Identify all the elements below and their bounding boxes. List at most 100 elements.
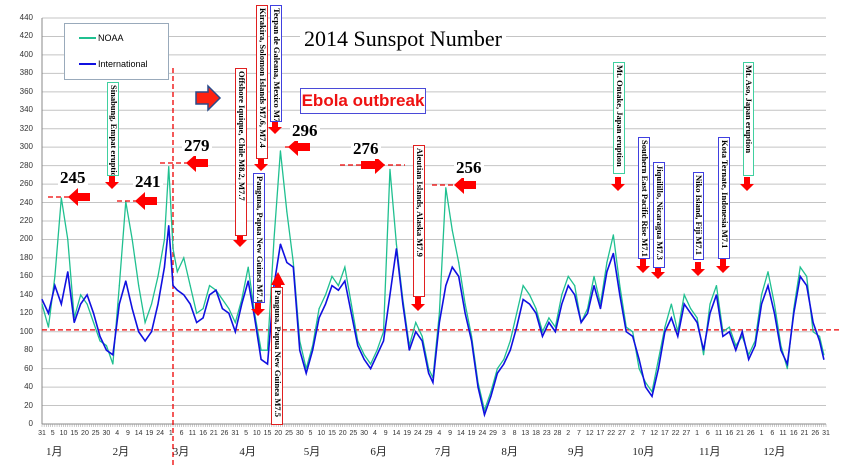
data-point bbox=[118, 303, 120, 305]
data-point bbox=[196, 312, 198, 314]
data-point bbox=[292, 261, 294, 264]
x-tick-label: 19 bbox=[467, 430, 476, 437]
data-point bbox=[163, 238, 166, 241]
red-up-arrow-icon bbox=[271, 272, 285, 299]
red-down-arrow-icon bbox=[254, 157, 268, 171]
data-point bbox=[786, 363, 788, 365]
x-tick-label: 19 bbox=[403, 430, 412, 437]
data-point bbox=[754, 344, 756, 347]
data-point bbox=[92, 321, 95, 324]
data-point bbox=[445, 187, 447, 189]
data-point bbox=[73, 321, 75, 324]
data-point bbox=[773, 303, 776, 305]
data-point bbox=[696, 317, 698, 319]
x-tick-label: 29 bbox=[424, 430, 433, 437]
data-point bbox=[464, 312, 466, 314]
x-tick-label: 30 bbox=[360, 430, 369, 437]
data-point bbox=[131, 238, 133, 241]
y-tick-label: 180 bbox=[19, 252, 33, 262]
red-down-arrow-icon bbox=[251, 302, 265, 316]
data-point bbox=[273, 284, 275, 287]
data-point bbox=[344, 266, 346, 268]
legend: NOAA International bbox=[64, 23, 169, 80]
annotation-panguna-m71: Panguna, Papua New Guinea M7.1 bbox=[253, 173, 265, 303]
x-tick-label: 11 bbox=[779, 430, 787, 437]
x-tick-label: 22 bbox=[607, 430, 616, 437]
data-point bbox=[389, 168, 391, 170]
red-down-arrow-icon bbox=[691, 262, 705, 276]
data-point bbox=[606, 261, 608, 264]
data-point bbox=[823, 358, 825, 361]
data-point bbox=[376, 354, 378, 356]
red-down-arrow-icon bbox=[233, 233, 247, 247]
data-point bbox=[86, 294, 88, 296]
data-point bbox=[541, 335, 544, 337]
data-point bbox=[793, 312, 795, 314]
y-tick-label: 380 bbox=[19, 68, 33, 78]
data-point bbox=[554, 331, 556, 333]
red-down-arrow-icon bbox=[716, 259, 730, 273]
x-tick-label: 26 bbox=[811, 430, 820, 437]
data-point bbox=[503, 358, 505, 361]
data-point bbox=[286, 261, 288, 264]
x-tick-label: 21 bbox=[209, 430, 218, 437]
data-point bbox=[451, 266, 453, 268]
red-down-arrow-icon bbox=[268, 120, 282, 134]
x-tick-label: 9 bbox=[383, 430, 388, 437]
data-point bbox=[234, 321, 236, 324]
data-point bbox=[382, 340, 385, 342]
data-point bbox=[41, 298, 43, 301]
x-tick-label: 4 bbox=[115, 430, 120, 437]
x-tick-label: 15 bbox=[328, 430, 336, 437]
y-tick-label: 60 bbox=[24, 363, 33, 373]
y-tick-label: 0 bbox=[28, 419, 33, 428]
chart-title: 2014 Sunspot Number bbox=[300, 26, 506, 52]
data-point bbox=[451, 229, 453, 231]
data-point bbox=[402, 303, 404, 305]
data-point bbox=[202, 308, 204, 310]
data-point bbox=[806, 284, 808, 287]
data-point bbox=[670, 303, 672, 305]
data-point bbox=[548, 317, 550, 319]
red-down-arrow-icon bbox=[740, 177, 754, 191]
data-point bbox=[144, 321, 146, 324]
data-point bbox=[318, 308, 320, 310]
x-tick-label: 17 bbox=[660, 430, 669, 437]
x-tick-label: 6 bbox=[770, 430, 775, 437]
x-tick-label: 22 bbox=[671, 430, 680, 437]
y-tick-label: 320 bbox=[19, 123, 33, 133]
x-tick-label: 12 bbox=[585, 430, 594, 437]
x-tick-label: 14 bbox=[392, 430, 401, 437]
peak-label-feb: 241 bbox=[133, 172, 163, 192]
data-point bbox=[735, 344, 737, 347]
data-point bbox=[644, 386, 647, 388]
data-point bbox=[490, 395, 492, 397]
x-tick-label: 20 bbox=[338, 430, 347, 437]
x-tick-label: 7 bbox=[577, 430, 581, 437]
data-point bbox=[312, 349, 314, 351]
data-point bbox=[509, 340, 511, 342]
data-point bbox=[279, 150, 282, 152]
month-label: 10月 bbox=[632, 446, 655, 458]
data-point bbox=[561, 294, 563, 296]
data-point bbox=[415, 321, 417, 324]
data-point bbox=[344, 280, 346, 282]
data-point bbox=[567, 284, 569, 287]
annotation-niko-island: Niko Island, Fiji M7.1 bbox=[693, 172, 704, 260]
ebola-outbreak-label: Ebola outbreak bbox=[300, 88, 426, 114]
y-tick-label: 400 bbox=[19, 49, 33, 59]
data-point bbox=[812, 331, 814, 333]
peak-label-jul: 256 bbox=[454, 158, 484, 178]
data-point bbox=[421, 335, 423, 337]
data-point bbox=[516, 312, 518, 314]
data-point bbox=[503, 363, 505, 365]
month-label: 8月 bbox=[501, 446, 518, 458]
data-point bbox=[528, 303, 531, 305]
data-point bbox=[767, 271, 769, 273]
y-tick-label: 20 bbox=[24, 400, 33, 410]
y-tick-label: 80 bbox=[24, 345, 33, 355]
series-line-noaa bbox=[41, 150, 825, 413]
peak-label-apr: 296 bbox=[290, 121, 320, 141]
data-point bbox=[728, 326, 730, 328]
x-tick-label: 14 bbox=[134, 430, 143, 437]
